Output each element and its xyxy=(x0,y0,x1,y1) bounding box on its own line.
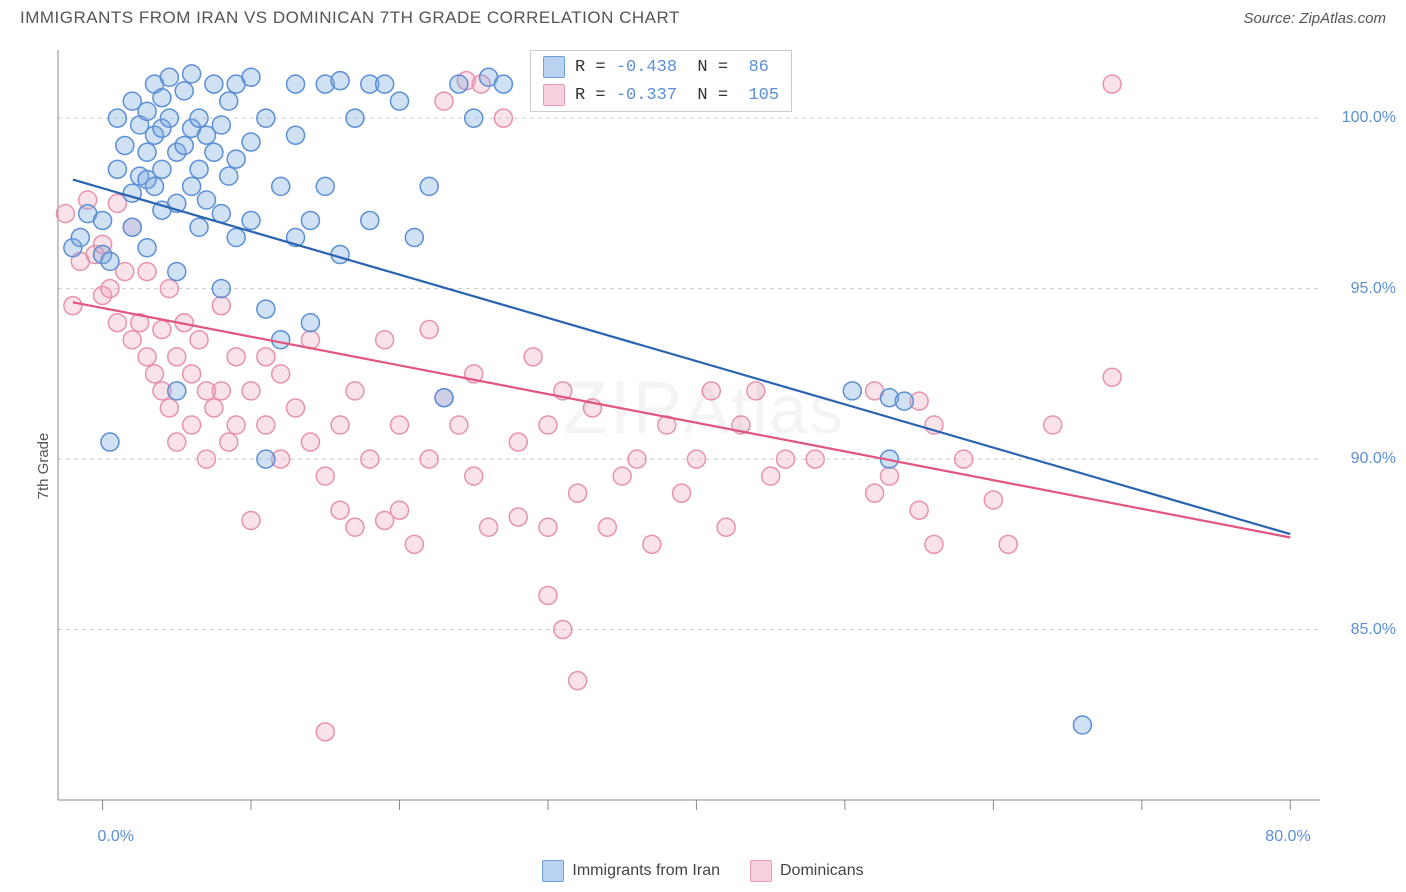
chart-area: 7th Grade ZIPAtlas R = -0.438 N = 86R = … xyxy=(0,40,1406,892)
y-tick-label: 90.0% xyxy=(1351,450,1396,468)
series-legend: Immigrants from Iran Dominicans xyxy=(0,860,1406,882)
source-label: Source: ZipAtlas.com xyxy=(1243,10,1386,27)
header-bar: IMMIGRANTS FROM IRAN VS DOMINICAN 7TH GR… xyxy=(0,0,1406,32)
y-tick-label: 85.0% xyxy=(1351,621,1396,639)
y-tick-label: 95.0% xyxy=(1351,280,1396,298)
swatch-icon xyxy=(542,860,564,882)
correlation-stats-legend: R = -0.438 N = 86 R = -0.337 N = 105 xyxy=(530,50,792,112)
scatter-chart-svg xyxy=(0,40,1406,892)
swatch-icon xyxy=(543,84,565,106)
stats-text: R = -0.337 N = 105 xyxy=(575,86,779,105)
swatch-icon xyxy=(750,860,772,882)
legend-item-iran: Immigrants from Iran xyxy=(542,860,720,882)
x-tick-label-min: 0.0% xyxy=(98,828,134,846)
stats-row-iran: R = -0.438 N = 86 xyxy=(531,53,791,81)
legend-item-dominicans: Dominicans xyxy=(750,860,864,882)
legend-label: Dominicans xyxy=(780,862,864,880)
y-axis-label: 7th Grade xyxy=(35,433,52,500)
y-tick-label: 100.0% xyxy=(1342,109,1396,127)
stats-text: R = -0.438 N = 86 xyxy=(575,58,769,77)
x-tick-label-max: 80.0% xyxy=(1265,828,1310,846)
legend-label: Immigrants from Iran xyxy=(572,862,720,880)
stats-row-dom: R = -0.337 N = 105 xyxy=(531,81,791,109)
chart-title: IMMIGRANTS FROM IRAN VS DOMINICAN 7TH GR… xyxy=(20,8,680,28)
swatch-icon xyxy=(543,56,565,78)
